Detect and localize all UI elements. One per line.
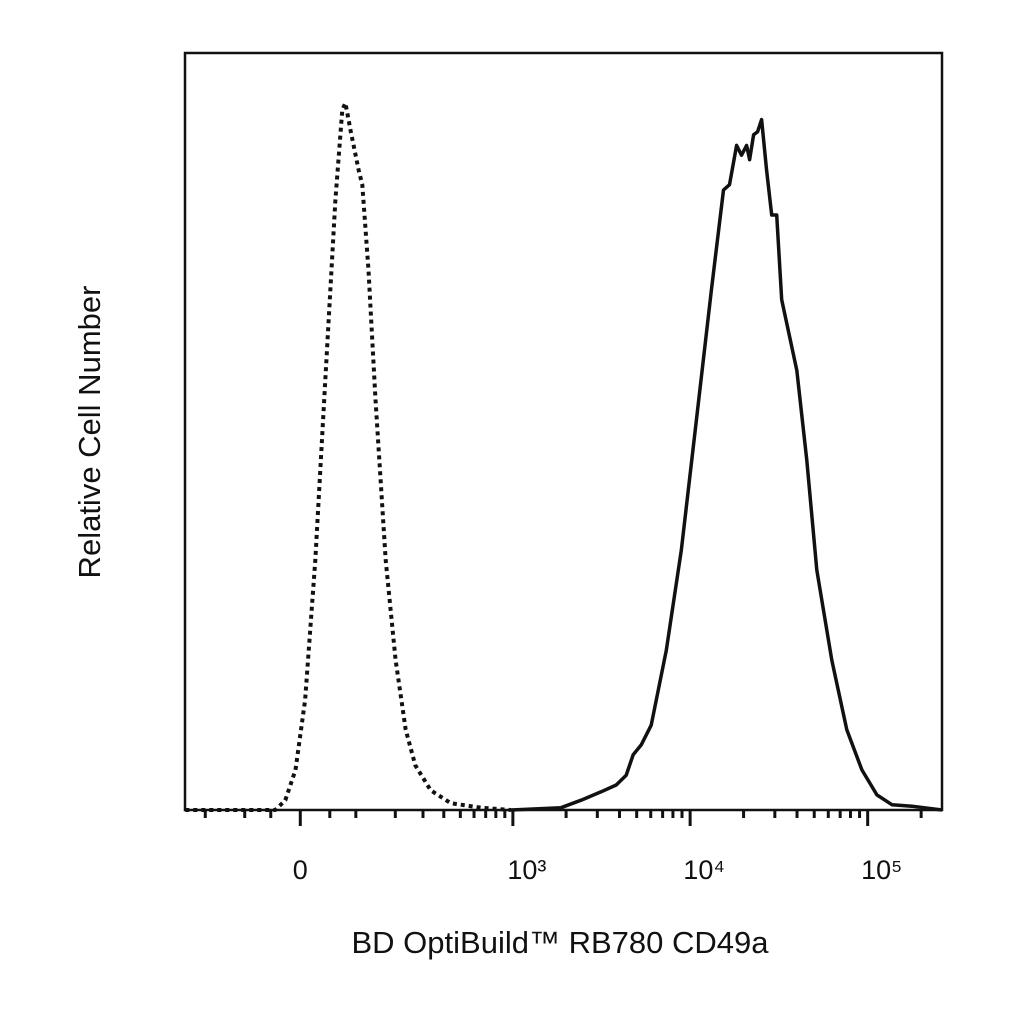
histogram-line (510, 117, 943, 812)
x-tick-label: 10⁵ (861, 855, 902, 885)
x-tick-label: 10⁴ (683, 855, 725, 885)
x-axis-label: BD OptiBuild™ RB780 CD49a (352, 925, 770, 960)
y-axis-label: Relative Cell Number (72, 286, 107, 579)
plot-frame (183, 51, 944, 812)
x-tick-label: 10³ (507, 855, 546, 885)
x-tick-label: 0 (293, 855, 308, 885)
histogram-line (185, 101, 512, 812)
